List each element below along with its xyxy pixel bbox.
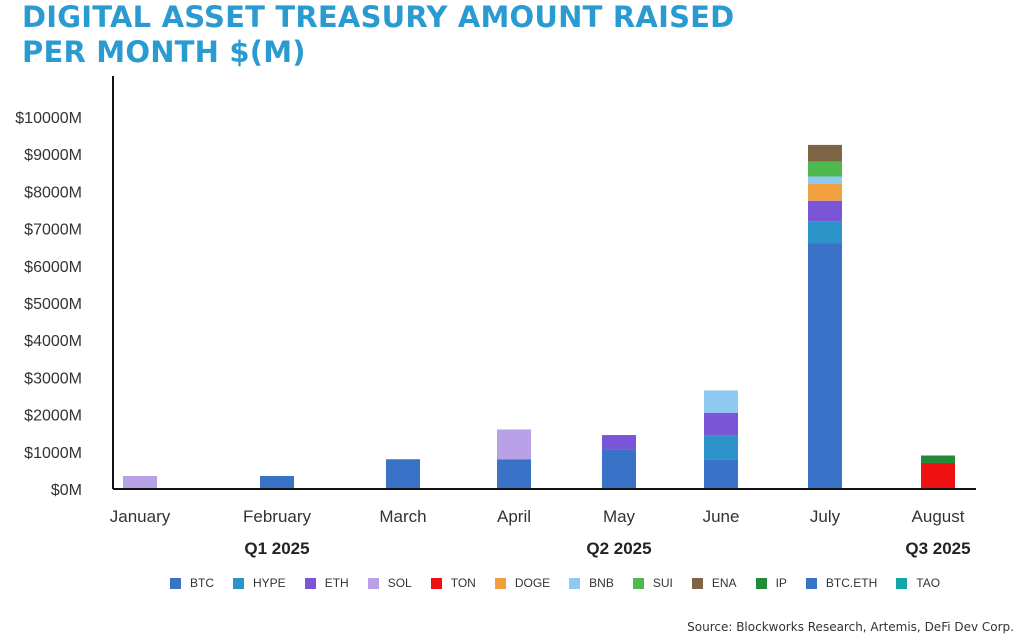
legend-label: TAO (916, 576, 941, 590)
x-category-label: February (243, 507, 312, 526)
legend-label: BTC (190, 576, 214, 590)
legend-swatch (896, 577, 908, 589)
legend-swatch (632, 577, 644, 589)
bar-segment-august-ton (921, 462, 955, 489)
y-tick-label: $4000M (24, 333, 82, 350)
chart-title-line-2: PER MONTH $(M) (22, 35, 306, 69)
legend-label: DOGE (514, 576, 551, 590)
quarter-label: Q2 2025 (586, 539, 651, 558)
bar-segment-june-hype (704, 435, 738, 460)
legend-item-doge: DOGE (494, 576, 551, 590)
legend-item-sol: SOL (367, 576, 412, 590)
bar-segment-june-bnb (704, 390, 738, 413)
y-tick-label: $7000M (24, 222, 82, 239)
x-category-label: June (703, 507, 740, 526)
chart-title: DIGITAL ASSET TREASURY AMOUNT RAISED PER… (22, 0, 734, 70)
legend-item-btc-eth: BTC.ETH (805, 576, 878, 590)
quarter-label: Q3 2025 (905, 539, 970, 558)
legend-swatch (569, 577, 581, 589)
legend-swatch (691, 577, 703, 589)
y-tick-label: $8000M (24, 184, 82, 201)
bar-segment-july-ena (808, 144, 842, 162)
legend-item-sui: SUI (632, 576, 673, 590)
legend-item-tao: TAO (896, 576, 940, 590)
x-category-label: August (912, 507, 965, 526)
y-axis-ticks: $0M $1000M $2000M $3000M $4000M $5000M $6000M $… (15, 110, 82, 499)
legend-label: ETH (324, 576, 349, 590)
stacked-bar-chart: $0M $1000M $2000M $3000M $4000M $5000M $6000M $… (15, 76, 976, 558)
bar-segment-july-btc (808, 243, 842, 489)
bar-segment-january-sol (123, 475, 157, 489)
legend-item-hype: HYPE (233, 576, 286, 590)
bar-segment-july-sui (808, 161, 842, 177)
bar-segment-april-sol (497, 429, 531, 460)
chart-title-line-1: DIGITAL ASSET TREASURY AMOUNT RAISED (22, 0, 735, 34)
x-category-label: January (110, 507, 171, 526)
legend-swatch (367, 577, 379, 589)
y-tick-label: $0M (51, 482, 82, 499)
x-axis-categories: January February March April May June July Augu… (110, 507, 965, 526)
bar-segment-july-bnb (808, 176, 842, 184)
legend-item-bnb: BNB (569, 576, 614, 590)
legend-label: TON (450, 576, 476, 590)
x-category-label: July (810, 507, 841, 526)
legend-item-eth: ETH (304, 576, 349, 590)
y-tick-label: $9000M (24, 147, 82, 164)
legend-swatch (233, 577, 244, 589)
x-category-label: March (379, 507, 426, 526)
bar-segment-july-doge (808, 183, 842, 201)
bar-segment-may-btc (602, 449, 636, 489)
legend-swatch (755, 577, 767, 589)
x-category-label: April (497, 507, 531, 526)
quarter-labels: Q1 2025 Q2 2025 Q3 2025 (244, 539, 970, 558)
y-tick-label: $5000M (24, 296, 82, 313)
legend-swatch (304, 577, 316, 589)
y-tick-label: $1000M (24, 445, 82, 462)
legend-item-btc: BTC (170, 576, 214, 590)
bar-segment-april-btc (497, 459, 531, 489)
bar-segment-july-hype (808, 221, 842, 244)
x-category-label: May (603, 507, 636, 526)
bars (123, 144, 955, 489)
bar-segment-february-btc (260, 475, 294, 489)
y-tick-label: $10000M (15, 110, 82, 127)
legend: BTC HYPE ETH SOL TON DOGE BNB SUI ENA IP BTC.ETH TA… (170, 576, 959, 590)
bar-segment-june-btc (704, 459, 738, 489)
bar-segment-august-ip (921, 455, 955, 463)
legend-label: SUI (652, 576, 673, 590)
legend-label: BNB (589, 576, 614, 590)
y-tick-label: $2000M (24, 408, 82, 425)
y-tick-label: $3000M (24, 370, 82, 387)
legend-item-ton: TON (430, 576, 476, 590)
legend-label: IP (775, 576, 787, 590)
y-tick-label: $6000M (24, 259, 82, 276)
bar-segment-july-eth (808, 200, 842, 222)
legend-label: BTC.ETH (825, 576, 878, 590)
legend-swatch (430, 577, 442, 589)
legend-label: HYPE (253, 576, 286, 590)
legend-item-ena: ENA (691, 576, 737, 590)
legend-item-ip: IP (755, 576, 787, 590)
legend-swatch (805, 577, 817, 589)
quarter-label: Q1 2025 (244, 539, 309, 558)
legend-swatch (494, 577, 506, 589)
source-note: Source: Blockworks Research, Artemis, De… (687, 620, 1014, 634)
bar-segment-march-btc (386, 459, 420, 489)
bar-segment-june-eth (704, 412, 738, 436)
legend-label: SOL (387, 576, 412, 590)
bar-segment-may-eth (602, 435, 636, 450)
legend-swatch (170, 577, 181, 589)
legend-label: ENA (711, 576, 737, 590)
